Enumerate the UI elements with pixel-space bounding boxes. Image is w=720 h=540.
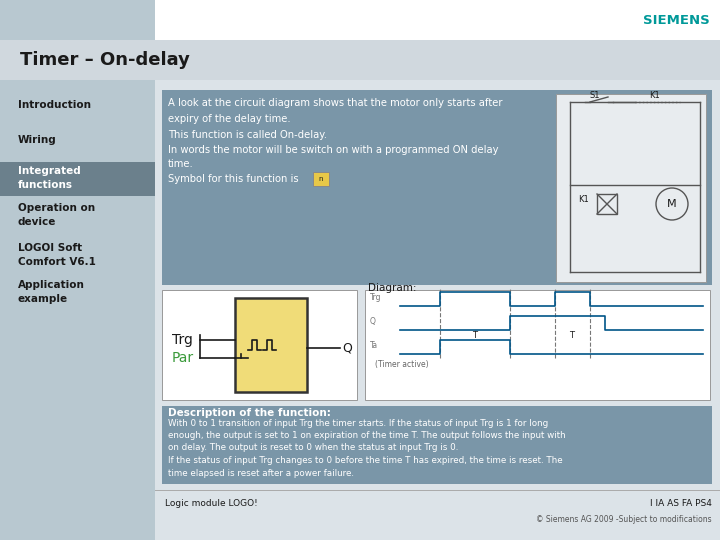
Text: Q: Q xyxy=(370,317,376,326)
Bar xyxy=(597,194,617,214)
Bar xyxy=(556,94,706,282)
Text: enough, the output is set to 1 on expiration of the time T. The output follows t: enough, the output is set to 1 on expira… xyxy=(168,431,566,440)
Text: SIEMENS: SIEMENS xyxy=(643,14,710,26)
Text: M: M xyxy=(667,199,677,209)
Bar xyxy=(0,0,155,40)
Bar xyxy=(162,290,357,400)
Text: LOGOI Soft
Comfort V6.1: LOGOI Soft Comfort V6.1 xyxy=(18,244,96,267)
Bar xyxy=(0,40,720,80)
Text: K1: K1 xyxy=(649,91,660,99)
Text: Application
example: Application example xyxy=(18,280,85,303)
Text: on delay. The output is reset to 0 when the status at input Trg is 0.: on delay. The output is reset to 0 when … xyxy=(168,443,459,453)
Text: T: T xyxy=(472,332,477,341)
Bar xyxy=(313,172,329,186)
Text: © Siemens AG 2009 -Subject to modifications: © Siemens AG 2009 -Subject to modificati… xyxy=(536,516,712,524)
Text: T: T xyxy=(570,332,575,341)
Text: Q: Q xyxy=(342,341,352,354)
Text: (Timer active): (Timer active) xyxy=(375,360,428,368)
Text: Logic module LOGO!: Logic module LOGO! xyxy=(165,500,258,509)
Text: Symbol for this function is: Symbol for this function is xyxy=(168,174,299,184)
Bar xyxy=(0,80,155,540)
Bar xyxy=(155,0,720,40)
Text: K1: K1 xyxy=(578,195,589,205)
Text: n: n xyxy=(319,176,323,182)
Text: Integrated
functions: Integrated functions xyxy=(18,166,81,190)
Text: This function is called On-delay.: This function is called On-delay. xyxy=(168,130,327,140)
Text: I IA AS FA PS4: I IA AS FA PS4 xyxy=(650,500,712,509)
Text: Diagram:: Diagram: xyxy=(368,283,416,293)
Bar xyxy=(155,80,720,490)
Text: A look at the circuit diagram shows that the motor only starts after: A look at the circuit diagram shows that… xyxy=(168,98,503,108)
Text: Operation on
device: Operation on device xyxy=(18,204,95,227)
Text: Description of the function:: Description of the function: xyxy=(168,408,331,418)
Text: Trg: Trg xyxy=(370,293,382,302)
Bar xyxy=(162,90,712,285)
Text: Trg: Trg xyxy=(172,333,193,347)
Text: If the status of input Trg changes to 0 before the time T has expired, the time : If the status of input Trg changes to 0 … xyxy=(168,456,562,465)
Text: expiry of the delay time.: expiry of the delay time. xyxy=(168,114,291,124)
Text: Par: Par xyxy=(172,351,194,365)
Text: S1: S1 xyxy=(590,91,600,99)
Text: In words the motor will be switch on with a programmed ON delay: In words the motor will be switch on wit… xyxy=(168,145,498,155)
Text: time.: time. xyxy=(168,159,194,169)
Text: With 0 to 1 transition of input Trg the timer starts. If the status of input Trg: With 0 to 1 transition of input Trg the … xyxy=(168,418,548,428)
Bar xyxy=(155,490,720,540)
Text: time elapsed is reset after a power failure.: time elapsed is reset after a power fail… xyxy=(168,469,354,477)
Bar xyxy=(162,406,712,484)
Bar xyxy=(365,290,710,400)
Bar xyxy=(0,162,155,196)
Text: Ta: Ta xyxy=(370,341,378,350)
Bar xyxy=(235,298,307,392)
Text: Timer – On-delay: Timer – On-delay xyxy=(20,51,190,69)
Text: Wiring: Wiring xyxy=(18,135,57,145)
Text: Introduction: Introduction xyxy=(18,100,91,110)
